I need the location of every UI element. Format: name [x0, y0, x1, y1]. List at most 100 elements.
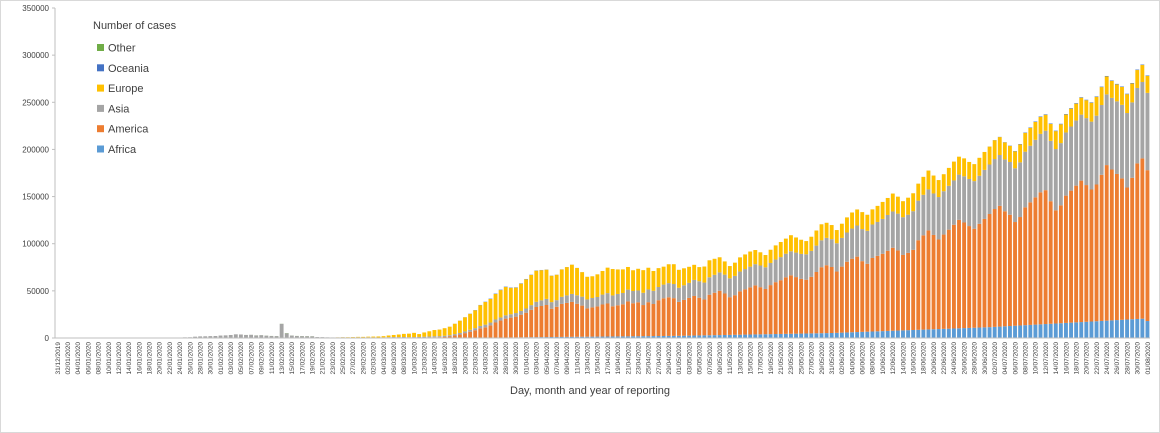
bar-segment: [580, 296, 585, 306]
legend-label: Oceania: [108, 63, 150, 75]
bar-segment: [595, 336, 600, 338]
bar-segment: [1099, 87, 1104, 106]
bar-segment: [875, 331, 880, 338]
bar-segment: [992, 326, 997, 338]
bar-segment: [386, 335, 391, 338]
bar-segment: [1018, 325, 1023, 338]
bar-segment: [1145, 170, 1150, 322]
bar-segment: [366, 336, 371, 338]
bar-segment: [442, 336, 447, 338]
bar-segment: [391, 334, 396, 338]
bar-segment: [819, 224, 824, 241]
bar-segment: [855, 225, 860, 257]
bar-segment: [824, 237, 829, 266]
bar-segment: [1084, 100, 1089, 119]
bar-segment: [916, 183, 921, 201]
x-tick-label: 15/05/2020: [747, 342, 754, 375]
bar-segment: [559, 269, 564, 297]
bar-segment: [926, 170, 931, 190]
y-tick-label: 0: [45, 334, 50, 343]
bar-segment: [692, 279, 697, 296]
bar-segment: [575, 295, 579, 304]
x-axis-title: Day, month and year of reporting: [510, 385, 670, 397]
x-tick-label: 18/01/2020: [147, 342, 154, 375]
bar-segment: [1145, 321, 1150, 338]
x-tick-label: 27/05/2020: [809, 342, 816, 375]
bar-segment: [534, 301, 539, 307]
bar-segment: [1114, 101, 1119, 174]
bar-segment: [926, 329, 931, 338]
x-tick-label: 08/07/2020: [1023, 342, 1030, 375]
bar-segment: [773, 334, 778, 338]
bar-segment: [452, 334, 457, 336]
bar-segment: [743, 289, 748, 335]
bar-segment: [982, 151, 987, 170]
x-tick-label: 24/06/2020: [951, 342, 958, 375]
x-tick-label: 08/03/2020: [401, 342, 408, 375]
x-tick-label: 18/06/2020: [921, 342, 928, 375]
bar-segment: [1074, 322, 1079, 338]
bar-segment: [1018, 162, 1023, 218]
bar-segment: [1013, 151, 1017, 169]
x-tick-label: 01/02/2020: [218, 342, 225, 375]
x-tick-label: 16/07/2020: [1063, 342, 1070, 375]
bar-segment: [916, 329, 921, 338]
bar-segment: [738, 271, 742, 292]
bar-segment: [595, 296, 600, 307]
x-tick-label: 04/06/2020: [849, 342, 856, 375]
bar-segment: [850, 212, 854, 229]
bar-segment: [982, 327, 987, 338]
x-tick-label: 07/05/2020: [707, 342, 714, 375]
bar-segment: [875, 255, 880, 332]
x-tick-label: 19/05/2020: [768, 342, 775, 375]
bar-segment: [554, 336, 559, 338]
bar-segment: [631, 336, 635, 338]
x-tick-label: 26/03/2020: [493, 342, 500, 375]
bar-segment: [432, 336, 437, 338]
bar-segment: [1125, 187, 1130, 320]
bar-segment: [488, 322, 493, 326]
bar-segment: [1002, 211, 1007, 327]
bar-segment: [1048, 323, 1053, 338]
bar-segment: [605, 303, 610, 337]
bar-segment: [722, 261, 727, 275]
bar-segment: [1114, 320, 1119, 338]
x-tick-label: 19/04/2020: [615, 342, 622, 375]
bar-segment: [1094, 96, 1099, 116]
bar-segment: [417, 336, 422, 338]
x-tick-label: 09/02/2020: [259, 342, 266, 375]
bar-segment: [570, 336, 574, 338]
bar-segment: [936, 180, 941, 198]
bar-segment: [758, 252, 763, 266]
x-tick-label: 02/06/2020: [839, 342, 846, 375]
bar-segment: [1043, 190, 1048, 325]
bar-segment: [941, 328, 946, 338]
bar-segment: [768, 285, 773, 335]
bar-segment: [743, 334, 748, 338]
bar-segment: [687, 266, 692, 283]
x-tick-label: 20/06/2020: [931, 342, 938, 375]
x-tick-label: 21/02/2020: [320, 342, 327, 375]
bar-segment: [249, 334, 254, 338]
legend-swatch: [97, 84, 104, 92]
bar-segment: [371, 336, 376, 338]
bar-segment: [488, 325, 493, 338]
bar-segment: [1084, 185, 1089, 322]
bar-segment: [824, 265, 829, 334]
bar-segment: [554, 274, 559, 301]
bar-segment: [839, 332, 844, 338]
x-tick-label: 17/02/2020: [299, 342, 306, 375]
bar-segment: [778, 242, 783, 258]
bar-segment: [855, 209, 860, 226]
bar-segment: [1109, 169, 1114, 321]
bar-segment: [447, 335, 452, 337]
x-tick-label: 17/04/2020: [605, 342, 612, 375]
bar-segment: [620, 336, 625, 338]
bar-segment: [748, 266, 753, 288]
legend-swatch: [97, 64, 104, 72]
bar-segment: [799, 278, 804, 334]
bar-segment: [513, 316, 518, 338]
bar-segment: [508, 314, 513, 318]
bar-segment: [697, 335, 702, 338]
bar-segment: [529, 274, 534, 306]
